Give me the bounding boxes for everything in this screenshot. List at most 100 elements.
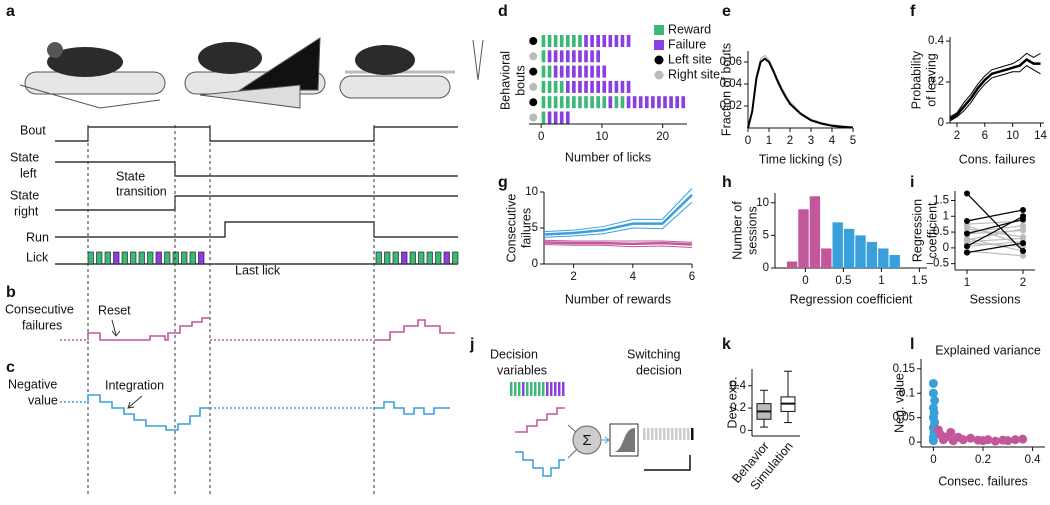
lick [584, 96, 588, 109]
y-axis-label: Regression [910, 199, 924, 262]
bar-tick [671, 428, 674, 440]
legend-swatch [654, 25, 664, 35]
legend-label: Reward [668, 22, 711, 36]
consecutive-failures-trace [60, 317, 455, 341]
x-tick-label: 1 [878, 275, 884, 287]
lick-tick [375, 251, 382, 265]
lick [620, 96, 625, 109]
site-dot [529, 67, 538, 76]
lick [596, 50, 600, 63]
point [958, 435, 968, 445]
lick [590, 35, 594, 47]
site-dot [529, 98, 538, 107]
bar-tick [683, 428, 686, 440]
legend-label: Left site [668, 52, 712, 66]
line [543, 244, 693, 248]
point [1020, 240, 1026, 247]
x-tick-label: 0.2 [975, 454, 991, 466]
lick [614, 80, 619, 93]
y-tick-label: 0.06 [720, 56, 742, 68]
x-tick-label: 1.5 [911, 275, 927, 287]
y-tick-label: 10 [525, 186, 538, 198]
lick [584, 65, 588, 78]
bar [843, 228, 855, 268]
x-tick-label: 1 [766, 135, 772, 147]
panel-letter: e [722, 3, 731, 20]
lick [608, 35, 613, 47]
point [964, 190, 970, 197]
point [964, 243, 970, 250]
lick [590, 50, 594, 63]
lick [663, 96, 667, 109]
decision-step [644, 455, 691, 471]
lick-tick [518, 382, 521, 396]
annotation: Last lick [235, 263, 281, 277]
panel-letter: i [910, 174, 914, 191]
point [1010, 435, 1020, 445]
lick [584, 35, 588, 47]
lick [565, 96, 570, 109]
schematic-trace [515, 407, 565, 433]
lick [626, 80, 631, 93]
annotation: Integration [105, 378, 164, 392]
bar-tick [675, 428, 678, 440]
legend-label: Right site [668, 67, 720, 81]
bar-tick [663, 428, 666, 440]
lick [626, 96, 631, 109]
lick-tick [87, 251, 94, 265]
y-tick-label: 1 [943, 210, 949, 222]
lick [541, 96, 546, 109]
y-axis-label: sessions [745, 206, 759, 255]
point [983, 435, 993, 445]
point [928, 436, 938, 446]
lick [553, 50, 558, 63]
lick [596, 80, 600, 93]
y-tick-label: 10 [756, 197, 769, 209]
lick-tick [138, 251, 145, 265]
lick [644, 96, 649, 109]
y-axis-label: Behavioral [498, 51, 512, 110]
point [1018, 434, 1028, 444]
y-tick-label: 0 [938, 117, 944, 129]
bar [832, 222, 843, 268]
lick-tick [538, 382, 541, 396]
panel-letter: d [498, 3, 508, 20]
lick [559, 35, 564, 47]
point [1020, 213, 1026, 220]
bar-tick [679, 428, 682, 440]
lick-tick [113, 251, 120, 265]
lick [657, 96, 661, 109]
lick-tick [189, 251, 196, 265]
point [1020, 222, 1026, 229]
annotation: transition [116, 184, 167, 198]
x-axis-label: Consec. failures [938, 474, 1028, 488]
lick [559, 80, 564, 93]
y-axis-label: Consecutive [504, 194, 518, 263]
x-axis-label: Sessions [970, 292, 1021, 306]
y-tick-label: 0 [909, 436, 915, 448]
trace-label: Run [26, 230, 49, 244]
sum-symbol: Σ [582, 432, 591, 449]
bar [878, 248, 889, 268]
trace-label: State [10, 188, 39, 202]
pair-line [966, 228, 1024, 238]
y-tick-label: 0 [763, 262, 769, 274]
y-tick-label: 1.5 [933, 195, 949, 207]
lick [608, 80, 613, 93]
line [949, 52, 1041, 118]
x-tick-label: 0 [802, 275, 808, 287]
lick [541, 65, 546, 78]
lick [590, 96, 594, 109]
x-tick-label: 20 [656, 131, 669, 143]
lick [572, 96, 576, 109]
point [928, 378, 938, 388]
lick [559, 50, 564, 63]
lick [632, 96, 637, 109]
lick [638, 96, 643, 109]
y-tick-label: 0.5 [933, 226, 949, 238]
legend-swatch [654, 55, 664, 65]
x-tick-label: 2 [1020, 277, 1026, 289]
point [1020, 252, 1026, 259]
lick [596, 35, 600, 47]
